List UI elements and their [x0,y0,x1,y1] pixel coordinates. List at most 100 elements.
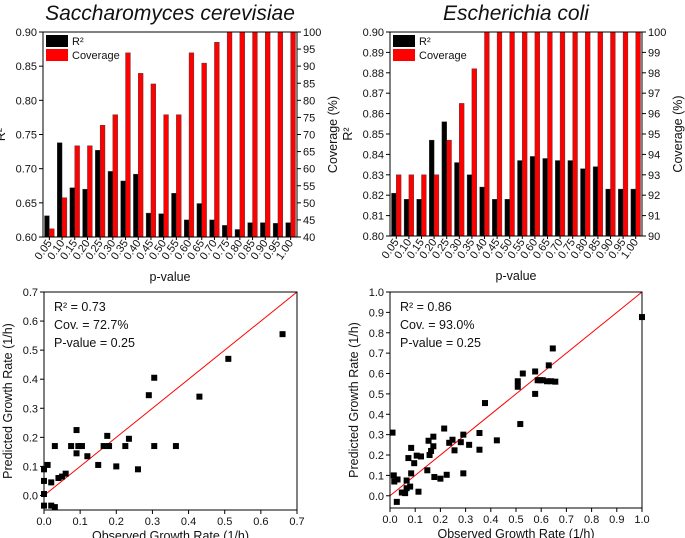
data-point [443,471,450,478]
y-tick-label: 0.7 [369,348,384,360]
plot-frame [42,31,298,238]
data-point [402,490,409,497]
y2-tick-label: 94 [648,149,660,161]
data-point [389,429,396,436]
bar-r2 [580,168,586,237]
x-tick-label: 0.3 [145,516,160,528]
y2-tick-label: 60 [303,164,315,176]
data-point [145,392,152,399]
y2-tick-label: 75 [303,112,315,124]
legend-label-r2: R² [72,36,84,48]
y-tick-label: 0.70 [16,164,37,176]
y2-tick-label: 80 [303,95,315,107]
x-tick-label: 0.0 [36,516,51,528]
y2-tick-label: 50 [303,198,315,210]
bar-coverage [252,31,258,238]
data-point [134,466,141,473]
y-tick-label: 0.2 [23,432,38,444]
bar-r2 [630,188,636,237]
bar-coverage [265,31,271,238]
y-tick-label: 0.75 [16,130,37,142]
bar-r2 [529,156,536,237]
data-point [279,331,286,338]
bar-coverage [61,197,68,238]
bar-r2 [57,142,63,238]
y-axis-label: Predicted Growth Rate (1/h) [347,322,361,478]
data-point [441,425,448,432]
x-tick-label: 0.2 [433,514,448,526]
bar-r2 [120,180,126,238]
data-point [517,421,524,428]
y-axis-label: R² [0,128,8,141]
data-point [75,443,82,450]
bar-coverage [290,31,296,238]
legend-label-coverage: Coverage [72,50,120,62]
bar-r2 [466,174,473,237]
y-tick-label: 0.80 [363,231,384,243]
data-point [460,470,467,477]
bar-coverage [87,145,93,238]
data-point [51,504,58,511]
x-tick-label: 0.0 [382,514,397,526]
y-tick-label: 0.3 [369,430,384,442]
bar-coverage [597,31,603,237]
bar-r2 [441,121,447,237]
x-axis-label: p-value [496,269,537,283]
y-tick-label: 0.60 [16,232,37,244]
data-point [151,443,158,450]
y-tick-label: 0.0 [23,490,38,502]
bar-coverage [522,31,528,237]
data-point [476,446,483,453]
bar-r2 [69,187,75,238]
y-tick-label: 0.6 [369,369,384,381]
bar-coverage [150,83,156,238]
bar-coverage [396,174,402,237]
bar-r2 [209,219,215,238]
bar-r2 [171,193,177,238]
sc-bar: Saccharomyces cerevisiae0.050.100.150.20… [0,2,340,284]
data-point [437,475,444,482]
ec-scatter: 0.0 0.1 0.2 0.3 0.4 0.5 0.6 0.7 0.8 0.9 1.0 0.0 0.1 0… [347,287,650,538]
sc-scatter: 0.0 0.1 0.2 0.3 0.4 0.5 0.6 0.7 0.0 0.1 0.2 0.3 0.4 0… [1,287,305,538]
data-point [151,374,158,381]
data-point [431,474,438,481]
y2-tick-label: 92 [648,190,660,202]
bar-coverage [188,52,195,238]
data-point [196,393,203,400]
y-tick-label: 0.8 [369,328,384,340]
data-point [73,427,80,434]
data-point [172,443,179,450]
y2-tick-label: 91 [648,211,660,223]
data-point [430,443,437,450]
data-point [95,461,102,468]
chart-title: Escherichia coli [443,2,590,25]
x-tick-label: 0.6 [534,514,549,526]
bar-coverage [534,31,540,237]
y-tick-label: 0.4 [23,374,38,386]
y-tick-label: 0.85 [363,129,384,141]
x-tick-label: 0.7 [289,516,304,528]
bar-coverage [277,31,283,238]
data-point [451,447,458,454]
data-point [48,502,55,509]
y-tick-label: 0.1 [369,470,384,482]
y-tick-label: 0.85 [16,61,37,73]
bar-r2 [403,199,410,237]
data-point [417,453,424,460]
y2-tick-label: 98 [648,68,660,80]
x-tick-label: 0.5 [508,514,523,526]
y2-tick-label: 65 [303,147,315,159]
bar-coverage [49,228,55,238]
bar-r2 [618,188,624,237]
y-tick-label: 0.90 [16,27,37,39]
bar-r2 [158,213,164,238]
bar-r2 [145,212,152,238]
legend: R² Coverage [393,35,467,62]
data-point [73,450,80,457]
x-tick-label: 1.0 [634,514,649,526]
bar-coverage [421,174,427,237]
x-tick-label: 0.1 [408,514,423,526]
bar-r2 [133,173,139,238]
data-point [519,370,526,377]
